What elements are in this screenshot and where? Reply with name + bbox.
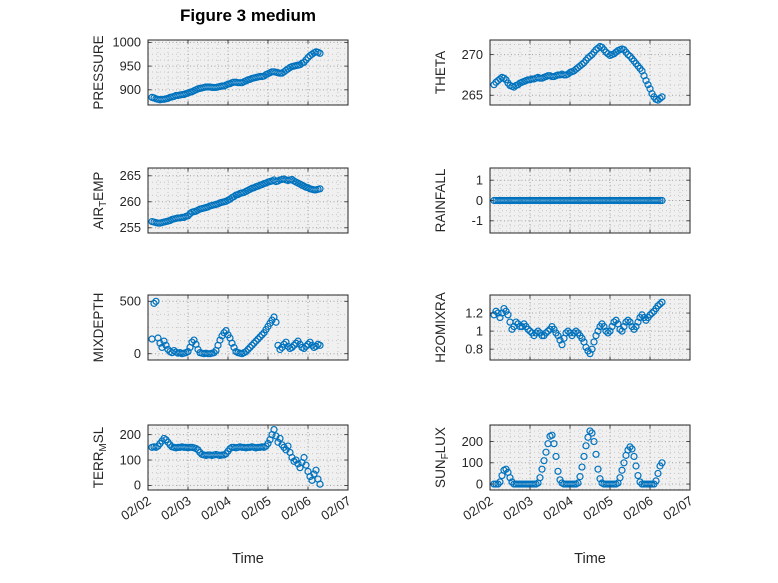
- y-tick-labels: 0 100 200: [462, 434, 483, 491]
- svg-text:265: 265: [462, 88, 483, 103]
- minor-grid: [490, 425, 690, 490]
- svg-text:200: 200: [462, 434, 483, 449]
- svg-text:950: 950: [120, 58, 141, 73]
- y-tick-labels: 265 270: [462, 47, 483, 103]
- mixdepth-plot: 0 500 MIXDEPTH: [91, 293, 349, 363]
- subplot-terr-msl: 0 100 200 TERRMSL 02/02 02/03 02/04 02/05 02/06 0…: [90, 419, 360, 583]
- h2omixra-markers: [490, 298, 666, 358]
- subplot-pressure: 900 950 1000 PRESSURE: [90, 34, 360, 118]
- svg-text:1: 1: [476, 172, 483, 187]
- theta-axis-label: THETA: [433, 51, 448, 94]
- theta-plot: 265 270 THETA: [433, 39, 691, 106]
- svg-text:500: 500: [120, 294, 141, 309]
- subplot-rainfall: -1 0 1 RAINFALL: [432, 162, 702, 246]
- pressure-markers: [148, 48, 324, 104]
- svg-text:02/02: 02/02: [460, 493, 495, 523]
- svg-text:1000: 1000: [113, 35, 141, 50]
- subplot-mixdepth: 0 500 MIXDEPTH: [90, 289, 360, 373]
- minor-grid: [148, 425, 348, 490]
- svg-text:270: 270: [462, 47, 483, 62]
- y-tick-labels: 255 260 265: [120, 168, 141, 235]
- tick-marks: [147, 168, 349, 233]
- y-tick-labels: 900 950 1000: [113, 35, 141, 97]
- minor-grid: [490, 40, 690, 105]
- svg-text:02/07: 02/07: [660, 493, 695, 523]
- y-tick-labels: 0 100 200: [120, 427, 141, 493]
- svg-text:265: 265: [120, 168, 141, 183]
- rainfall-markers: [490, 196, 666, 205]
- theta-markers: [490, 42, 666, 104]
- subplot-h2omixra: 0.8 1 1.2 H2OMIXRA: [432, 289, 702, 373]
- svg-text:255: 255: [120, 220, 141, 235]
- x-tick-labels: 02/02 02/03 02/04 02/05 02/06 02/07: [460, 493, 695, 523]
- air-temp-plot: 255 260 265 AIRTEMP: [91, 167, 349, 235]
- svg-text:0: 0: [476, 193, 483, 208]
- svg-text:200: 200: [120, 427, 141, 442]
- axes-box: [147, 424, 349, 491]
- svg-text:0.8: 0.8: [465, 341, 483, 356]
- y-tick-labels: 0.8 1 1.2: [465, 305, 483, 356]
- svg-text:1.2: 1.2: [465, 305, 483, 320]
- tick-marks: [489, 295, 691, 360]
- h2omixra-plot: 0.8 1 1.2 H2OMIXRA: [433, 292, 691, 363]
- tick-marks: [489, 40, 691, 105]
- air_temp-markers: [148, 175, 324, 227]
- axes-box: [147, 294, 349, 361]
- svg-text:02/03: 02/03: [500, 493, 535, 523]
- pressure-axis-label: PRESSURE: [91, 35, 106, 109]
- axes-box: [489, 424, 691, 491]
- axes-box: [489, 39, 691, 106]
- svg-text:900: 900: [120, 82, 141, 97]
- svg-text:0: 0: [134, 346, 141, 361]
- subplot-air-temp: 255 260 265 AIRTEMP: [90, 162, 360, 246]
- rainfall-plot: -1 0 1 RAINFALL: [433, 167, 691, 234]
- svg-text:02/04: 02/04: [540, 493, 575, 523]
- figure-title: Figure 3 medium: [179, 6, 317, 25]
- subplot-sun-flux: 0 100 200 SUNFLUX 02/02 02/03 02/04 02/05 02/06 0…: [432, 419, 702, 583]
- svg-text:0: 0: [134, 478, 141, 493]
- axes-box: [489, 294, 691, 361]
- subplot-theta: 265 270 THETA: [432, 34, 702, 118]
- svg-text:-1: -1: [472, 213, 483, 228]
- tick-marks: [489, 425, 691, 490]
- terr_msl-markers: [148, 425, 324, 488]
- svg-text:02/04: 02/04: [198, 493, 233, 523]
- terr-msl-axis-label: TERRMSL: [91, 426, 109, 488]
- svg-text:02/05: 02/05: [238, 493, 273, 523]
- x-axis-label-left: Time: [232, 551, 264, 567]
- tick-marks: [489, 168, 691, 233]
- minor-grid: [148, 295, 348, 360]
- rainfall-axis-label: RAINFALL: [433, 168, 448, 232]
- x-axis-label-right: Time: [574, 551, 606, 567]
- svg-text:02/05: 02/05: [580, 493, 615, 523]
- air-temp-axis-label: AIRTEMP: [91, 172, 109, 230]
- svg-text:100: 100: [120, 452, 141, 467]
- tick-marks: [147, 425, 349, 490]
- x-tick-labels: 02/02 02/03 02/04 02/05 02/06 02/07: [118, 493, 353, 523]
- svg-text:02/03: 02/03: [158, 493, 193, 523]
- y-tick-labels: -1 0 1: [472, 172, 483, 228]
- axes-box: [147, 167, 349, 234]
- mixdepth-axis-label: MIXDEPTH: [91, 293, 106, 363]
- tick-marks: [147, 40, 349, 105]
- svg-text:0: 0: [476, 476, 483, 491]
- svg-text:02/06: 02/06: [620, 493, 655, 523]
- h2omixra-axis-label: H2OMIXRA: [433, 292, 448, 363]
- y-tick-labels: 0 500: [120, 294, 141, 361]
- svg-text:260: 260: [120, 194, 141, 209]
- sun-flux-axis-label: SUNFLUX: [433, 427, 451, 488]
- svg-text:02/06: 02/06: [278, 493, 313, 523]
- mixdepth-markers: [148, 297, 324, 358]
- axes-box: [147, 39, 349, 106]
- svg-text:1: 1: [476, 323, 483, 338]
- tick-marks: [147, 295, 349, 360]
- svg-text:100: 100: [462, 455, 483, 470]
- pressure-plot: 900 950 1000 PRESSURE: [91, 35, 349, 110]
- sun_flux-markers: [490, 427, 666, 488]
- svg-text:02/02: 02/02: [118, 493, 153, 523]
- svg-text:02/07: 02/07: [318, 493, 353, 523]
